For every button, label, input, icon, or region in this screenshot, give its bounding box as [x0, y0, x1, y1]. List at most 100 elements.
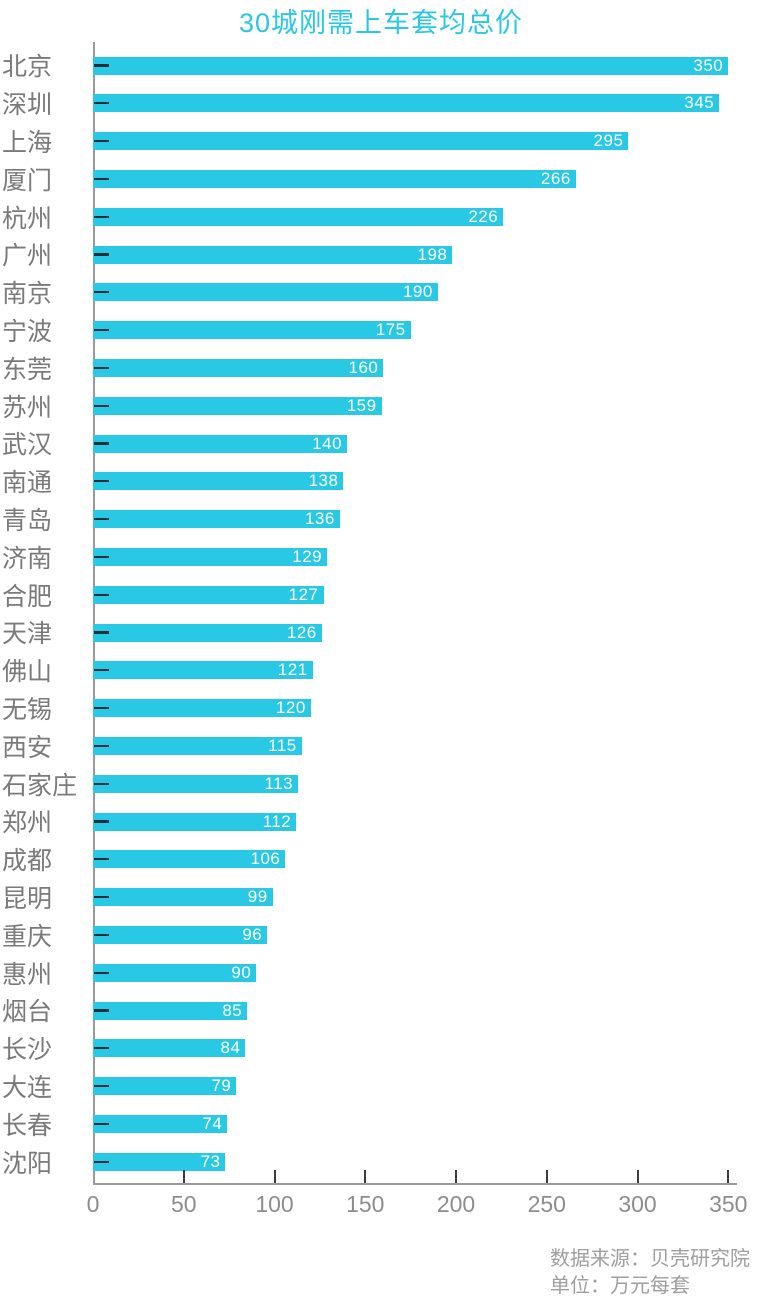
bar-value-label: 226 [468, 206, 499, 226]
bar: 138 [93, 471, 344, 491]
y-tick-mark [93, 782, 109, 785]
city-label: 深圳 [2, 91, 53, 120]
city-label: 沈阳 [2, 1149, 53, 1178]
bar: 99 [93, 887, 273, 907]
y-tick-mark [93, 1160, 109, 1163]
y-tick-mark [93, 820, 109, 823]
bar: 121 [93, 660, 313, 680]
city-label: 北京 [2, 53, 53, 82]
y-tick-mark [93, 971, 109, 974]
bar-value-label: 175 [375, 320, 406, 340]
bar: 160 [93, 357, 384, 377]
bar: 159 [93, 395, 382, 415]
y-tick-mark [93, 1009, 109, 1012]
city-label: 青岛 [2, 507, 53, 536]
city-label: 广州 [2, 242, 53, 271]
bar-value-label: 73 [200, 1151, 221, 1171]
city-label: 昆明 [2, 885, 53, 914]
city-label: 郑州 [2, 809, 53, 838]
city-label: 佛山 [2, 658, 53, 687]
x-tick-label: 150 [346, 1191, 385, 1217]
bar: 120 [93, 698, 311, 718]
y-tick-mark [93, 291, 109, 294]
city-label: 上海 [2, 129, 53, 158]
x-axis-line [93, 1183, 737, 1185]
unit-note: 单位：万元每套 [550, 1275, 690, 1297]
bar-value-label: 84 [220, 1038, 241, 1058]
x-tick-mark [636, 1170, 639, 1183]
bar-value-label: 85 [222, 1000, 243, 1020]
x-tick-label: 200 [436, 1191, 476, 1217]
bar-value-label: 159 [346, 395, 377, 415]
y-tick-mark [93, 253, 109, 256]
city-label: 大连 [2, 1074, 53, 1103]
bar: 266 [93, 169, 576, 188]
bar-value-label: 295 [593, 131, 624, 151]
bar-value-label: 96 [242, 924, 263, 944]
bar-value-label: 115 [268, 735, 297, 755]
bar: 126 [93, 622, 322, 642]
city-label: 厦门 [2, 166, 53, 195]
bar-value-label: 126 [286, 622, 317, 642]
x-tick-mark [727, 1170, 730, 1183]
y-tick-mark [93, 64, 109, 67]
bar-value-label: 74 [202, 1113, 223, 1133]
bar-value-label: 99 [247, 887, 268, 907]
y-tick-mark [93, 858, 109, 861]
x-tick-mark [455, 1170, 457, 1183]
x-tick-label: 0 [86, 1191, 100, 1217]
bar: 112 [93, 812, 297, 831]
x-tick-label: 350 [709, 1191, 748, 1217]
bar-value-label: 136 [304, 509, 335, 529]
y-tick-mark [93, 177, 109, 181]
bar: 350 [93, 55, 729, 75]
y-tick-mark [93, 366, 109, 370]
y-tick-mark [93, 139, 109, 143]
bar-value-label: 345 [684, 93, 715, 113]
bar: 129 [93, 547, 328, 566]
y-tick-mark [93, 933, 109, 937]
city-label: 济南 [2, 544, 53, 573]
bar: 295 [93, 131, 629, 151]
bar: 345 [93, 93, 720, 113]
city-label: 杭州 [2, 204, 53, 233]
y-tick-mark [93, 442, 109, 445]
x-tick-label: 50 [170, 1191, 197, 1217]
city-label: 无锡 [2, 696, 53, 725]
y-tick-mark [93, 102, 109, 105]
x-tick-mark [182, 1170, 185, 1183]
x-tick-mark [273, 1170, 276, 1183]
city-label: 烟台 [2, 998, 53, 1027]
bar: 74 [93, 1113, 228, 1133]
y-tick-mark [93, 1084, 109, 1088]
bar-value-label: 350 [693, 55, 724, 75]
city-label: 西安 [2, 733, 53, 762]
bar: 106 [93, 849, 286, 869]
city-label: 南京 [2, 280, 53, 309]
city-label: 天津 [2, 620, 53, 649]
chart-footer: 数据来源：贝壳研究院 单位：万元每套 [550, 1246, 750, 1300]
y-tick-mark [93, 669, 109, 672]
bar-value-label: 160 [348, 357, 379, 377]
y-tick-mark [93, 706, 109, 710]
bar: 85 [93, 1000, 248, 1020]
bar: 90 [93, 963, 257, 982]
bar: 190 [93, 282, 438, 302]
bar: 198 [93, 245, 453, 264]
x-tick-label: 100 [255, 1191, 294, 1217]
y-tick-mark [93, 895, 109, 899]
x-tick-mark [364, 1170, 367, 1183]
y-tick-mark [93, 1122, 109, 1126]
bar-value-label: 121 [277, 660, 308, 680]
y-tick-mark [93, 593, 109, 596]
bar-value-label: 127 [288, 584, 319, 604]
bar-value-label: 138 [308, 471, 339, 491]
chart-title: 30城刚需上车套均总价 [238, 8, 524, 38]
bar: 140 [93, 433, 348, 453]
city-label: 长春 [2, 1111, 53, 1140]
bar: 226 [93, 206, 504, 226]
city-label: 惠州 [2, 960, 53, 989]
y-tick-mark [93, 328, 109, 332]
bar: 96 [93, 924, 268, 944]
bar-value-label: 140 [312, 433, 343, 453]
